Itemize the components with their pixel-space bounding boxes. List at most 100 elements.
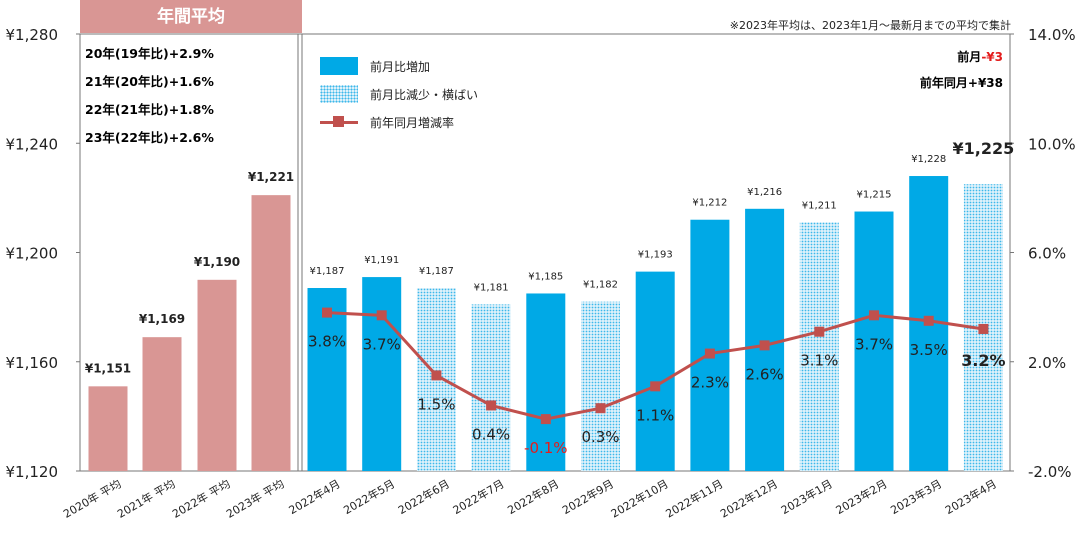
yoy-marker [923,315,934,326]
x-tick-label: 2023年2月 [833,476,889,517]
annual-change-2020: 20年(19年比)+2.9% [85,46,214,61]
bar [745,208,785,472]
yoy-label: 2.3% [691,374,729,392]
bar-value-label: ¥1,181 [474,282,509,293]
x-tick-label: 2022年7月 [450,476,506,517]
x-tick-label: 2023年3月 [888,476,944,517]
yoy-label: 3.7% [855,335,893,353]
yoy-label: 0.4% [472,425,510,443]
y-tick-label: ¥1,200 [6,245,59,263]
y-tick-label: ¥1,160 [6,354,59,372]
bar [142,337,182,471]
x-tick-label: 2022年5月 [341,476,397,517]
x-tick-label: 2022年9月 [560,476,616,517]
bar-value-label: ¥1,190 [194,255,240,269]
y2-tick-label: 2.0% [1028,354,1066,372]
legend-line: 前年同月増減率 [320,108,478,136]
bar-value-label: ¥1,212 [692,198,727,209]
y2-tick-label: 10.0% [1028,135,1076,153]
bar-value-label: ¥1,215 [857,190,892,201]
bar [690,219,730,471]
x-tick-label: 2022年6月 [396,476,452,517]
yoy-marker [869,310,879,321]
bar-value-label: ¥1,225 [953,139,1015,158]
bar [307,288,347,471]
legend-increase-label: 前月比増加 [370,59,431,74]
yoy-label: 3.8% [308,333,346,351]
bar [581,301,620,471]
yoy-marker [814,326,825,337]
yoy-marker [322,307,332,318]
yoy-label: 2.6% [746,365,784,383]
x-tick-label: 2023年 平均 [224,476,287,520]
x-tick-label: 2022年 平均 [170,476,233,520]
bar [251,195,291,472]
bar-value-label: ¥1,228 [911,154,946,165]
y2-tick-label: -2.0% [1028,463,1072,481]
yoy-marker [650,381,661,392]
yoy-marker [376,310,387,321]
yoy-label: 1.5% [417,395,455,413]
x-tick-label: 2022年10月 [608,476,670,520]
bar [88,386,128,471]
y-tick-label: ¥1,120 [6,463,59,481]
yoy-label: 3.5% [910,341,948,359]
bar-value-label: ¥1,191 [364,255,399,266]
yoy-label: 3.2% [961,351,1005,370]
legend-line-swatch [320,113,358,131]
annual-change-2023: 23年(22年比)+2.6% [85,130,214,145]
yoy-label: 1.1% [636,406,674,424]
legend-increase: 前月比増加 [320,52,478,80]
x-tick-label: 2022年11月 [663,476,725,520]
bar-value-label: ¥1,211 [802,200,837,211]
legend-decrease: 前月比減少・横ばい [320,80,478,108]
mom-label: 前月 [957,50,982,64]
x-tick-label: 2020年 平均 [61,476,124,520]
y2-tick-label: 6.0% [1028,245,1066,263]
bar-value-label: ¥1,182 [583,280,618,291]
bar [197,279,237,471]
yoy-marker [431,370,442,381]
bar-value-label: ¥1,185 [528,271,563,282]
bar-value-label: ¥1,187 [419,266,454,277]
bar-value-label: ¥1,187 [310,266,345,277]
yoy-marker [759,340,770,351]
bar-value-label: ¥1,169 [139,312,185,326]
yoy-label: 前年同月 [919,76,968,90]
legend-decrease-label: 前月比減少・横ばい [370,87,479,102]
annual-change-2022: 22年(21年比)+1.8% [85,102,214,117]
bar [854,211,894,471]
annual-header-band [80,0,302,33]
y-tick-label: ¥1,240 [6,135,59,153]
annual-header-title: 年間平均 [157,6,225,27]
yoy-marker [704,348,715,359]
bar [471,304,511,471]
yoy-label: 0.3% [581,428,619,446]
legend-decrease-swatch [320,85,358,103]
yoy-summary: 前年同月+¥38 [920,70,1003,96]
mom-value: -¥3 [981,50,1003,64]
y-tick-label: ¥1,280 [6,26,59,44]
yoy-marker [540,414,551,425]
yoy-marker [595,403,606,414]
mom-summary: 前月-¥3 [920,44,1003,70]
yoy-label: -0.1% [524,439,568,457]
bar-value-label: ¥1,151 [85,361,131,375]
yoy-label: 3.7% [363,335,401,353]
yoy-marker [486,400,497,411]
x-tick-label: 2021年 平均 [115,476,178,520]
annual-change-2021: 21年(20年比)+1.6% [85,74,214,89]
bar-value-label: ¥1,216 [747,187,782,198]
x-tick-label: 2022年4月 [286,476,342,517]
annual-change-list: 20年(19年比)+2.9% 21年(20年比)+1.6% 22年(21年比)+… [85,40,214,152]
bar-value-label: ¥1,221 [248,170,294,184]
note-text: ※2023年平均は、2023年1月～最新月までの平均で集計 [729,19,1011,32]
x-tick-label: 2022年8月 [505,476,561,517]
bar [799,222,839,471]
bar [526,293,566,471]
yoy-marker [978,323,989,334]
legend: 前月比増加 前月比減少・横ばい 前年同月増減率 [320,52,478,136]
bar [635,271,675,471]
summary-box: 前月-¥3 前年同月+¥38 [920,44,1003,96]
bar [362,277,402,471]
